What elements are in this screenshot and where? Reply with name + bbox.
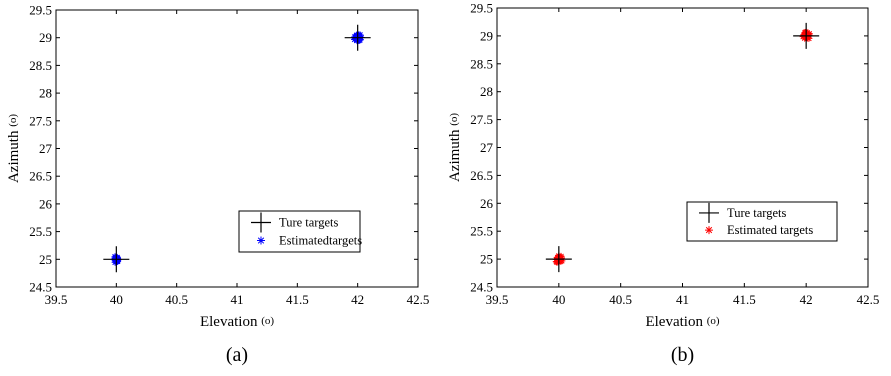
y-tick-label: 25.5 <box>470 224 493 239</box>
x-tick-label: 40.5 <box>609 292 632 307</box>
y-tick-label: 25 <box>480 252 493 267</box>
y-tick-label: 29 <box>39 30 52 45</box>
x-tick-label: 40 <box>110 292 123 307</box>
y-axis-label-text: Azimuth <box>447 126 463 182</box>
y-tick-label: 28 <box>39 86 52 101</box>
plot-frame <box>55 9 419 288</box>
x-tick-label: 42 <box>351 292 364 307</box>
x-tick-label: 42.5 <box>407 292 430 307</box>
panel-label: (a) <box>226 344 248 366</box>
y-tick-label: 28.5 <box>29 58 52 73</box>
true-target-point <box>344 24 371 51</box>
legend-marker-true <box>251 212 271 233</box>
legend-label-estimated: Estimatedtargets <box>279 234 362 248</box>
y-tick-label: 29 <box>480 28 493 43</box>
y-axis-unit: (o) <box>448 113 460 126</box>
true-target-point <box>793 22 820 49</box>
data-points <box>545 22 820 273</box>
x-tick-label: 40.5 <box>165 292 188 307</box>
legend-marker-estimated <box>257 236 265 245</box>
x-tick-label: 39.5 <box>45 292 68 307</box>
x-axis-label: Elevation (o) <box>200 314 274 330</box>
y-tick-label: 28 <box>480 84 493 99</box>
y-tick-label: 24.5 <box>470 280 493 295</box>
legend-marker-estimated <box>705 226 713 235</box>
true-target-point <box>545 246 572 273</box>
y-tick-label: 27.5 <box>470 112 493 127</box>
y-tick-label: 28.5 <box>470 56 493 71</box>
x-axis-label-text: Elevation <box>645 314 706 330</box>
estimated-target-point <box>799 33 807 41</box>
data-points <box>103 24 371 273</box>
legend-label-estimated: Estimated targets <box>727 223 813 237</box>
estimated-target-point <box>558 257 566 265</box>
estimated-target-point <box>557 252 565 260</box>
estimated-target-point <box>554 254 562 262</box>
y-tick-label: 27 <box>39 141 53 156</box>
y-tick-label: 27.5 <box>29 113 52 128</box>
y-axis-label: Azimuth (o) <box>447 113 463 182</box>
x-tick-label: 41.5 <box>733 292 756 307</box>
x-tick-label: 42.5 <box>857 292 880 307</box>
y-tick-label: 26.5 <box>470 168 493 183</box>
x-tick-label: 42 <box>800 292 813 307</box>
y-tick-label: 29.5 <box>470 1 493 16</box>
y-tick-label: 27 <box>480 140 494 155</box>
y-tick-label: 26 <box>480 196 494 211</box>
panel-a: 39.5 40 40.5 41 41.5 42 42.5 24.5 25 25.5 26 26.5 27… <box>6 3 429 367</box>
y-axis-label-text: Azimuth <box>6 127 22 183</box>
legend-box <box>238 210 361 253</box>
y-axis-unit: (o) <box>7 114 19 127</box>
legend: Ture targets Estimatedtargets <box>238 210 362 253</box>
legend-box <box>686 201 838 242</box>
plot-frame <box>496 7 869 288</box>
x-axis-label-text: Elevation <box>200 314 261 330</box>
estimated-target-point <box>803 33 811 41</box>
true-target-point <box>103 246 130 273</box>
x-axis-unit: (o) <box>261 315 274 327</box>
y-tick-label: 29.5 <box>29 3 52 18</box>
y-tick-label: 25 <box>39 252 52 267</box>
x-tick-label: 41 <box>231 292 244 307</box>
x-axis-label: Elevation (o) <box>645 314 719 330</box>
estimated-target-point <box>356 33 364 41</box>
x-tick-label: 41.5 <box>286 292 309 307</box>
x-tick-label: 40 <box>552 292 565 307</box>
legend-label-true: Ture targets <box>727 206 787 220</box>
legend-marker-true <box>699 202 719 223</box>
legend: Ture targets Estimated targets <box>686 201 838 242</box>
panel-b: 39.5 40 40.5 41 41.5 42 42.5 24.5 25 25.5 26 26.5 27… <box>447 1 879 367</box>
panel-label: (b) <box>671 344 694 366</box>
x-tick-label: 41 <box>676 292 689 307</box>
y-tick-label: 26.5 <box>29 169 52 184</box>
x-axis-unit: (o) <box>707 315 720 327</box>
x-tick-label: 39.5 <box>486 292 509 307</box>
y-tick-label: 26 <box>39 196 53 211</box>
y-tick-label: 25.5 <box>29 224 52 239</box>
legend-label-true: Ture targets <box>279 215 339 229</box>
y-axis-label: Azimuth (o) <box>6 114 22 183</box>
y-tick-label: 24.5 <box>29 280 52 295</box>
